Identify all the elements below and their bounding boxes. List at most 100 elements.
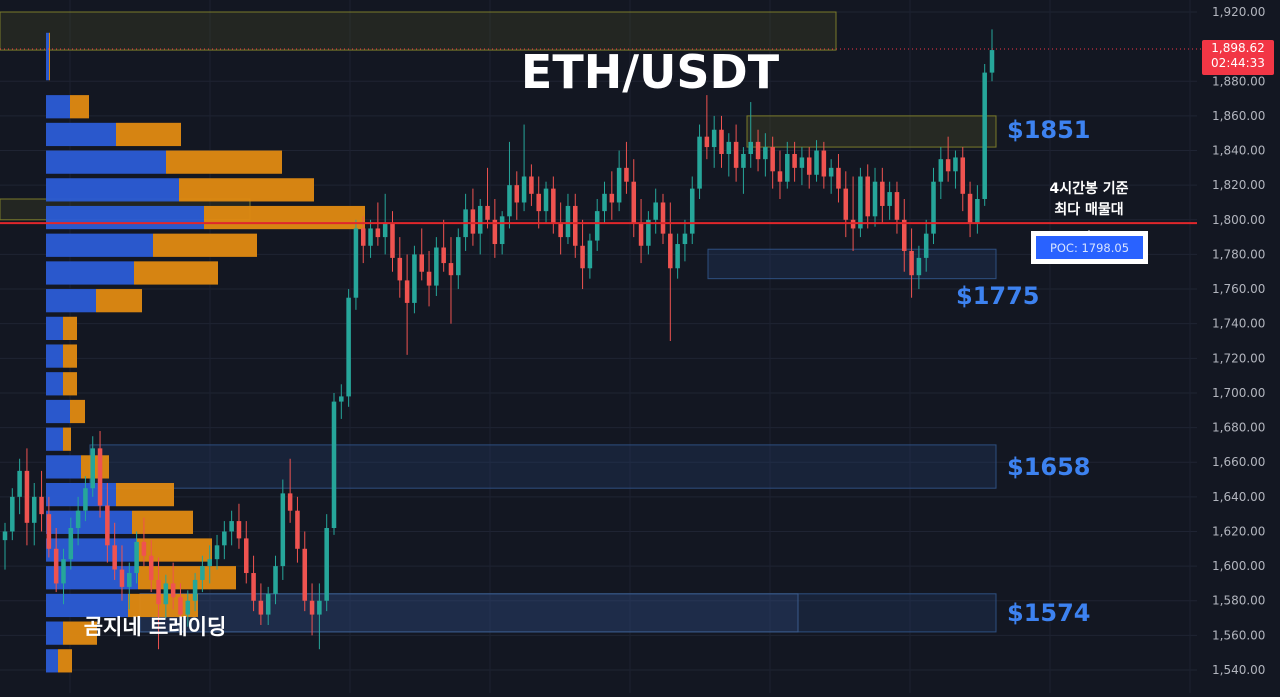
profile-bar-down: [49, 32, 50, 81]
profile-bar-up: [46, 649, 58, 673]
candle-body: [587, 240, 593, 269]
poc-label: POC: 1798.05: [1050, 241, 1129, 255]
candle-body: [880, 181, 885, 206]
candle-body: [134, 541, 139, 574]
candle-body: [200, 566, 205, 580]
price-tick-label: 1,560.00: [1212, 628, 1265, 642]
candle-body: [295, 510, 300, 549]
profile-bar-up: [46, 482, 116, 507]
candle-body: [792, 153, 797, 168]
candle-body: [777, 171, 783, 182]
candle-body: [448, 263, 454, 276]
price-tick-label: 1,600.00: [1212, 559, 1265, 573]
candle-body: [207, 559, 212, 567]
profile-bar-down: [63, 372, 77, 396]
candle-body: [2, 531, 8, 541]
candle-body: [426, 271, 432, 286]
profile-bar-up: [46, 399, 70, 424]
candle-body: [390, 223, 395, 258]
price-tick-label: 1,760.00: [1212, 282, 1265, 296]
candle-body: [324, 528, 329, 601]
candle-body: [704, 136, 710, 148]
candle-body: [24, 470, 30, 523]
profile-bar-up: [46, 316, 63, 340]
candle-body: [719, 129, 724, 154]
profile-bar-down: [179, 178, 314, 202]
candle-body: [638, 223, 644, 246]
candle-body: [53, 548, 59, 584]
candle-body: [609, 193, 615, 203]
candle-body: [836, 167, 841, 189]
candle-body: [536, 193, 541, 212]
candle-body: [302, 548, 308, 601]
candle-body: [989, 50, 995, 73]
profile-bar-up: [46, 178, 179, 202]
candle-body: [90, 448, 95, 489]
candle-body: [170, 583, 176, 598]
profile-bar-up: [46, 205, 204, 230]
candle-body: [565, 205, 571, 238]
poc-label-box: POC: 1798.05: [1031, 230, 1148, 264]
candle-body: [317, 600, 322, 615]
candle-body: [902, 219, 907, 251]
candle-body: [711, 129, 717, 148]
candle-body: [265, 593, 271, 615]
poc-box-arrow: [1084, 230, 1094, 236]
profile-bar-down: [63, 427, 71, 451]
candle-body: [39, 496, 44, 515]
candle-body: [821, 150, 827, 177]
candle-body: [909, 250, 914, 276]
price-axis: 1,540.00 1,560.00 1,580.00 1,600.00 1,620.00…: [1212, 5, 1265, 677]
price-tick-label: 1,820.00: [1212, 178, 1265, 192]
profile-bar-up: [46, 95, 70, 119]
candle-body: [163, 583, 169, 605]
candle-body: [858, 176, 863, 229]
profile-bar-down: [81, 455, 109, 479]
candle-body: [141, 541, 147, 556]
candle-body: [46, 514, 52, 549]
price-tick-label: 1,920.00: [1212, 5, 1265, 19]
candle-body: [192, 579, 198, 601]
resistance-zone-box: [746, 115, 997, 148]
profile-bar-down: [116, 122, 181, 147]
candle-body: [368, 228, 373, 246]
profile-bar-down: [116, 482, 174, 507]
candle-body: [31, 496, 37, 523]
candle-body: [573, 205, 578, 246]
profile-bar-down: [136, 538, 212, 562]
candle-body: [887, 192, 892, 206]
candle-body: [17, 470, 22, 497]
price-tick-label: 1,780.00: [1212, 247, 1265, 261]
candle-body: [668, 233, 673, 269]
price-lines: [0, 48, 1202, 225]
candle-body: [806, 157, 812, 175]
candle-body: [646, 219, 651, 246]
candle-body: [682, 233, 688, 245]
price-tick-label: 1,540.00: [1212, 663, 1265, 677]
candle-body: [675, 244, 680, 269]
chart-title: ETH/USDT: [521, 45, 780, 99]
candle-body: [404, 280, 410, 303]
profile-bar-up: [46, 289, 96, 313]
candle-body: [61, 559, 66, 584]
candle-body: [346, 297, 351, 397]
price-tick-label: 1,840.00: [1212, 144, 1265, 158]
candle-body: [244, 538, 249, 574]
candle-body: [514, 185, 520, 203]
profile-bar-down: [63, 316, 77, 340]
candle-body: [434, 247, 439, 286]
candle-body: [492, 219, 498, 245]
price-tick-label: 1,620.00: [1212, 524, 1265, 538]
candle-body: [287, 493, 293, 511]
profile-bar-up: [46, 538, 136, 562]
profile-bar-up: [46, 150, 166, 174]
profile-bar-down: [70, 95, 89, 119]
candle-body: [251, 573, 256, 601]
candle-body: [602, 193, 607, 212]
profile-bar-down: [153, 233, 257, 257]
candle-body: [960, 157, 966, 194]
candle-body: [339, 396, 344, 402]
candle-body: [68, 528, 74, 560]
